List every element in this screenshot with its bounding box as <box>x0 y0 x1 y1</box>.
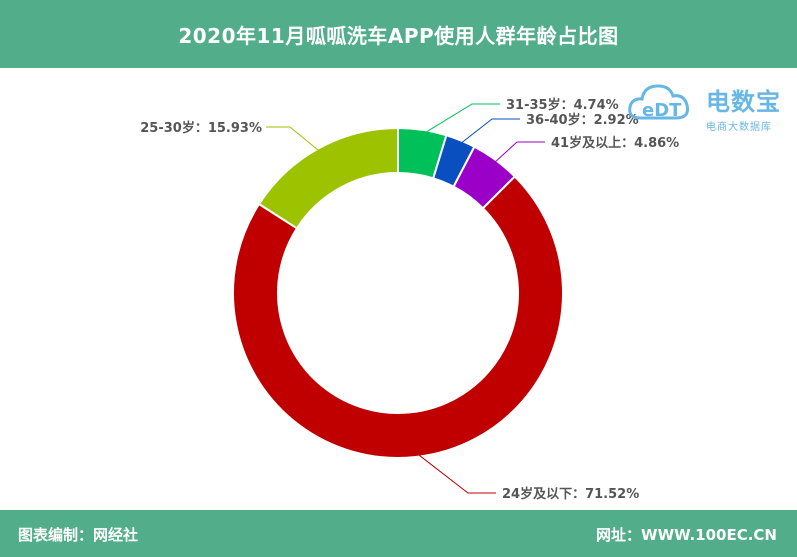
slice-labels: 31-35岁：4.74%36-40岁：2.92% 41岁及以上：4.86% 24岁及… <box>140 97 679 502</box>
leader-line <box>421 103 500 136</box>
footer-website: 网址：WWW.100EC.CN <box>596 526 777 544</box>
slice-label: 24岁及以下：71.52% <box>502 486 639 502</box>
leader-line <box>458 118 520 146</box>
chart-header: 2020年11月呱呱洗车APP使用人群年龄占比图 <box>0 0 797 68</box>
chart-footer: 图表编制：网经社 网址：WWW.100EC.CN <box>0 510 797 557</box>
watermark-subtitle: 电商大数据库 <box>706 122 772 133</box>
footer-source: 图表编制：网经社 <box>18 526 139 544</box>
edt-watermark-logo: eDT 电数宝 电商大数据库 <box>626 74 791 134</box>
slice-label: 41岁及以上：4.86% <box>551 135 679 151</box>
leader-line <box>492 141 545 165</box>
watermark-name: 电数宝 <box>706 88 781 116</box>
donut-chart: 31-35岁：4.74%36-40岁：2.92% 41岁及以上：4.86% 24岁及… <box>140 97 679 502</box>
leader-line <box>266 126 322 154</box>
slice-label: 36-40岁：2.92% <box>526 112 639 128</box>
leader-line <box>414 451 496 494</box>
donut-slice <box>232 175 564 459</box>
cloud-icon: eDT <box>628 84 689 121</box>
donut-slices <box>232 126 564 459</box>
slice-label: 25-30岁：15.93% <box>140 120 262 136</box>
chart-title: 2020年11月呱呱洗车APP使用人群年龄占比图 <box>178 23 619 48</box>
donut-slice <box>257 126 399 230</box>
watermark-logo-text: eDT <box>642 100 682 121</box>
slice-label: 31-35岁：4.74% <box>506 97 619 113</box>
